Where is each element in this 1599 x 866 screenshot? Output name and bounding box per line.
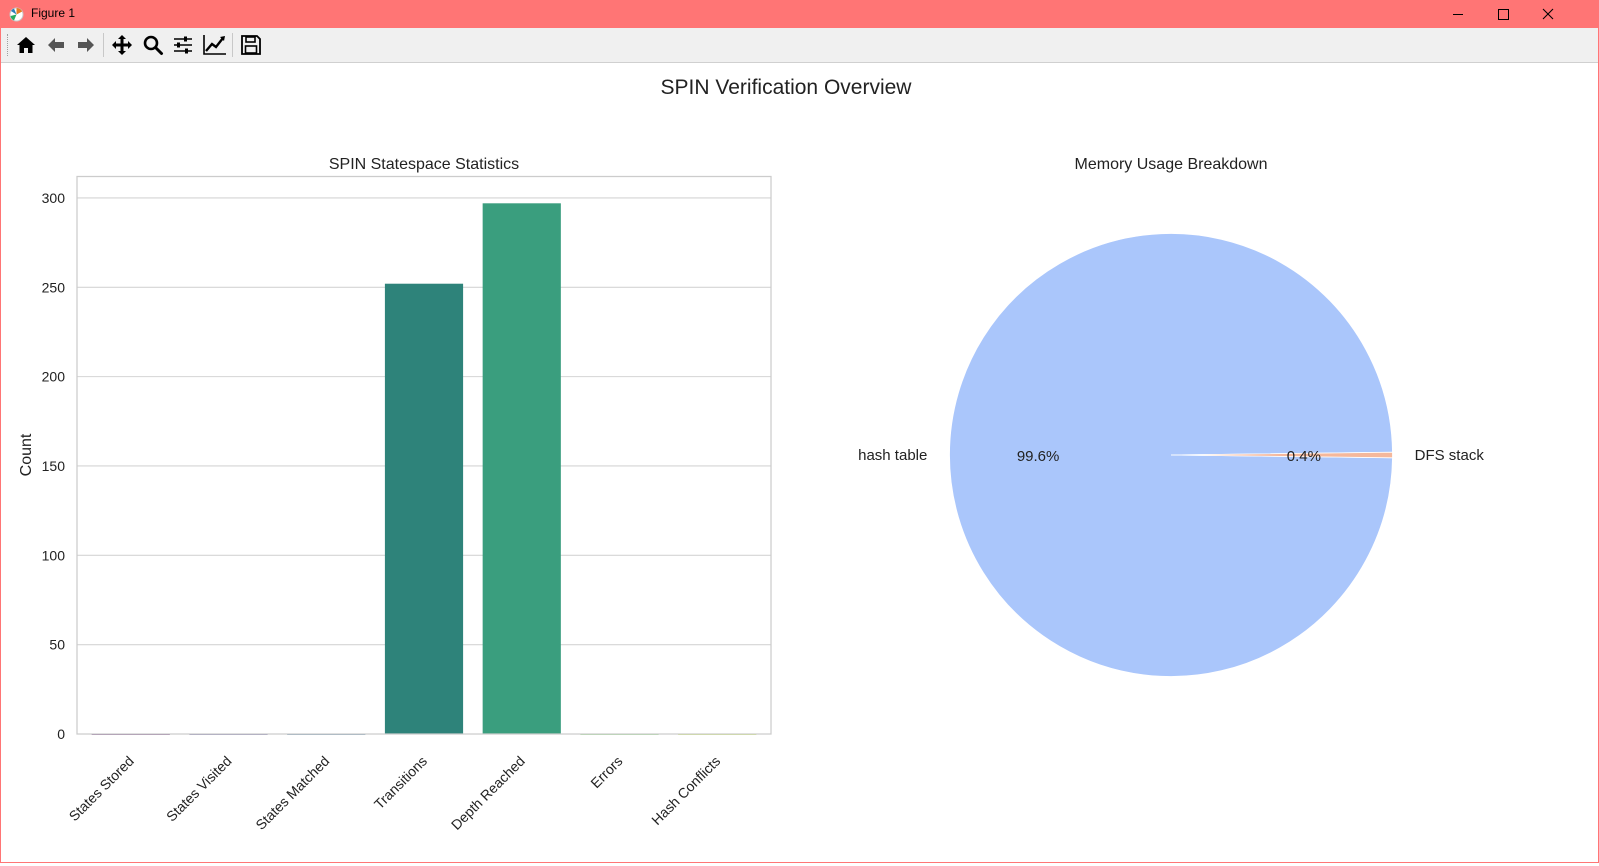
toolbar-separator [232, 33, 233, 57]
y-tick-label: 150 [42, 458, 66, 474]
x-tick-label: States Visited [163, 753, 235, 825]
y-tick-label: 300 [42, 190, 66, 206]
save-button[interactable] [238, 32, 264, 58]
minimize-icon [1453, 14, 1463, 15]
sliders-icon [174, 36, 192, 54]
pie-pct-label: 99.6% [1017, 448, 1060, 465]
pie-pct-label: 0.4% [1287, 448, 1321, 465]
title-bar[interactable]: Figure 1 [1, 1, 1598, 28]
back-button[interactable] [43, 32, 69, 58]
x-tick-label: Errors [587, 753, 625, 791]
line-chart-icon [203, 35, 226, 55]
y-tick-label: 250 [42, 279, 66, 295]
pie-slice-hash-table[interactable] [949, 233, 1393, 677]
close-button[interactable] [1525, 1, 1571, 28]
maximize-icon [1498, 9, 1509, 20]
arrow-left-icon [48, 38, 64, 52]
y-tick-label: 0 [57, 726, 65, 742]
toolbar-grip [7, 34, 10, 56]
pie-chart-axes: Memory Usage Breakdown hash table 99.6% DF… [858, 156, 1484, 677]
home-button[interactable] [13, 32, 39, 58]
bar-chart-frame [76, 175, 772, 735]
floppy-disk-icon [241, 35, 261, 55]
pan-button[interactable] [109, 32, 135, 58]
x-tick-label: Depth Reached [448, 753, 528, 833]
window-title: Figure 1 [31, 6, 76, 20]
edit-axis-button[interactable] [201, 32, 227, 58]
y-tick-label: 200 [42, 369, 66, 385]
figure-title: SPIN Verification Overview [661, 76, 913, 99]
minimize-button[interactable] [1435, 1, 1481, 28]
maximize-button[interactable] [1480, 1, 1526, 28]
pie-label: DFS stack [1415, 447, 1485, 464]
x-tick-label: States Matched [252, 753, 332, 833]
bar-transitions[interactable] [384, 283, 464, 734]
y-tick-label: 100 [42, 547, 66, 563]
close-icon [1542, 8, 1554, 20]
home-icon [17, 37, 35, 53]
figure-canvas[interactable]: SPIN Verification Overview SPIN Statespa… [1, 63, 1598, 862]
y-tick-label: 50 [49, 637, 65, 653]
forward-button[interactable] [73, 32, 99, 58]
x-tick-label: Transitions [371, 753, 430, 812]
x-tick-label: Hash Conflicts [648, 753, 723, 828]
x-tick-label: States Stored [66, 753, 137, 824]
zoom-button[interactable] [140, 32, 166, 58]
bar-chart-axes: SPIN Statespace Statistics 0 50 100 150 200 2… [18, 156, 772, 833]
y-axis-label: Count [18, 433, 35, 476]
pie-chart-title: Memory Usage Breakdown [1075, 156, 1268, 173]
app-icon [9, 7, 24, 22]
pie-label: hash table [858, 447, 927, 464]
navigation-toolbar [1, 28, 1598, 63]
bar-chart-title: SPIN Statespace Statistics [329, 156, 519, 173]
pie-slice-dfs-stack[interactable] [1170, 451, 1393, 459]
bar-depth-reached[interactable] [482, 203, 561, 735]
figure-svg: SPIN Verification Overview SPIN Statespa… [18, 76, 1484, 833]
configure-subplots-button[interactable] [170, 32, 196, 58]
magnifier-icon [143, 35, 163, 55]
toolbar-separator [103, 33, 104, 57]
arrow-right-icon [78, 38, 94, 52]
move-icon [112, 35, 132, 55]
